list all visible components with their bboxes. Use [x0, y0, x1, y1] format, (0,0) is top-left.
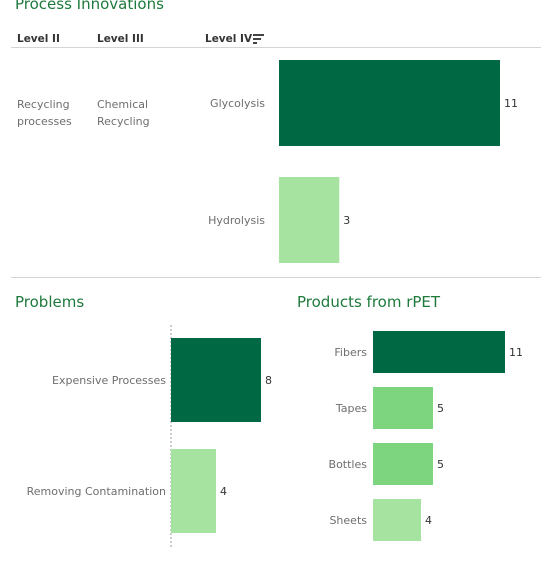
value-label-glycolysis: 11	[504, 97, 518, 110]
level-iii-header[interactable]: Level III	[97, 33, 144, 45]
category-label-bottles: Bottles	[329, 458, 368, 471]
sort-descending-icon[interactable]	[253, 34, 264, 46]
category-label-expensive-processes: Expensive Processes	[52, 374, 166, 387]
process-innovations-chart: Glycolysis 11 Hydrolysis 3	[208, 60, 518, 263]
category-label-removing-contamination: Removing Contamination	[27, 485, 166, 498]
header-divider	[11, 47, 541, 48]
category-label-hydrolysis: Hydrolysis	[208, 214, 265, 227]
bar-fibers[interactable]	[373, 331, 505, 373]
bar-expensive-processes[interactable]	[171, 338, 261, 422]
problems-chart: Expensive Processes 8 Removing Contaminati…	[27, 325, 272, 547]
process-innovations-title: Process Innovations	[15, 0, 164, 13]
category-label-tapes: Tapes	[335, 402, 367, 415]
bar-sheets[interactable]	[373, 499, 421, 541]
bar-tapes[interactable]	[373, 387, 433, 429]
level-ii-header[interactable]: Level II	[17, 33, 60, 45]
category-label-glycolysis: Glycolysis	[210, 97, 265, 110]
bar-removing-contamination[interactable]	[171, 449, 216, 533]
bar-glycolysis[interactable]	[279, 60, 500, 146]
value-label-expensive-processes: 8	[265, 374, 272, 387]
products-title: Products from rPET	[297, 293, 441, 311]
category-label-sheets: Sheets	[329, 514, 367, 527]
value-label-removing-contamination: 4	[220, 485, 227, 498]
products-chart: Fibers 11 Tapes 5 Bottles 5 Sheets 4	[329, 331, 523, 541]
value-label-hydrolysis: 3	[343, 214, 350, 227]
problems-title: Problems	[15, 293, 85, 311]
value-label-bottles: 5	[437, 458, 444, 471]
value-label-fibers: 11	[509, 346, 523, 359]
bar-hydrolysis[interactable]	[279, 177, 340, 263]
category-label-fibers: Fibers	[334, 346, 367, 359]
bar-bottles[interactable]	[373, 443, 433, 485]
value-label-tapes: 5	[437, 402, 444, 415]
level-iv-header[interactable]: Level IV	[205, 33, 253, 45]
level2-value: Recycling processes	[17, 98, 72, 128]
section-divider	[11, 277, 541, 278]
value-label-sheets: 4	[425, 514, 432, 527]
level3-value: Chemical Recycling	[97, 98, 150, 128]
